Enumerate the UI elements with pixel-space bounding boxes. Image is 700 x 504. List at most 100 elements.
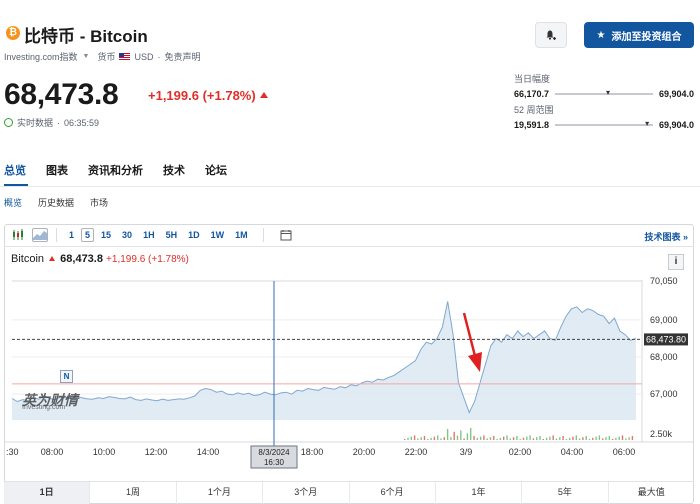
area-chart-icon[interactable] (32, 228, 48, 242)
volume-bar (470, 428, 472, 440)
calendar-icon[interactable] (278, 228, 294, 242)
x-tick-label: 22:00 (405, 447, 428, 457)
volume-bar (562, 436, 564, 440)
chart-change: +1,199.6 (+1.78%) (106, 254, 189, 265)
volume-bar (585, 436, 587, 440)
tab-overview[interactable]: 总览 (4, 165, 26, 177)
volume-bar (519, 439, 521, 440)
tab-forum[interactable]: 论坛 (205, 165, 227, 177)
crosshair-date-box (250, 445, 298, 469)
price-change: +1,199.6 (+1.78%) (148, 88, 268, 103)
interval-30[interactable]: 30 (122, 230, 133, 240)
chart-instrument-name: Bitcoin (11, 253, 45, 265)
y-tick-label: 68,000 (650, 352, 678, 362)
chevron-down-icon[interactable]: ▼ (82, 53, 90, 60)
week52-range-bar: ▾ (555, 119, 653, 128)
range-marker-icon: ▾ (645, 119, 650, 128)
period-1w[interactable]: 1周 (90, 482, 177, 504)
period-1y[interactable]: 1年 (436, 482, 523, 504)
up-arrow-icon (49, 256, 56, 261)
chart-price: 68,473.8 (60, 253, 103, 265)
range-marker-icon: ▾ (605, 88, 610, 97)
volume-bar (575, 435, 577, 440)
interval-1h[interactable]: 1H (143, 230, 155, 240)
active-tab-indicator (4, 184, 28, 186)
volume-bar (456, 435, 459, 440)
interval-1[interactable]: 1 (69, 230, 75, 240)
tab-technical[interactable]: 技术 (163, 165, 185, 177)
price-line (11, 301, 637, 414)
news-marker[interactable]: N (60, 370, 73, 383)
tab-news[interactable]: 资讯和分析 (88, 165, 143, 177)
interval-1d[interactable]: 1D (188, 230, 200, 240)
volume-bar (526, 436, 528, 440)
currency-label: 货币 (97, 52, 116, 62)
star-icon: ★ (596, 29, 606, 41)
volume-bar (549, 436, 551, 440)
annotation-arrow-head (468, 352, 482, 372)
period-max[interactable]: 最大值 (637, 487, 665, 497)
price-area-fill (12, 301, 636, 420)
x-tick-label: 14:00 (197, 447, 220, 457)
subtab-market[interactable]: 市场 (90, 198, 109, 208)
volume-bar (555, 438, 558, 440)
period-1m[interactable]: 1个月 (177, 482, 264, 504)
realtime-label: 实时数据 (17, 118, 54, 128)
technical-chart-link[interactable]: 技术图表 » (644, 232, 688, 242)
volume-bar (423, 436, 426, 440)
volume-bar (582, 437, 584, 440)
instrument-meta: Investing.com指数 ▼ 货币 USD · 免责声明 (4, 50, 201, 63)
info-icon[interactable]: i (668, 254, 684, 270)
volume-bar (592, 437, 594, 440)
volume-bar (427, 439, 429, 440)
tab-divider (0, 186, 700, 187)
volume-bar (420, 437, 422, 440)
main-tabs: 总览 图表 资讯和分析 技术 论坛 (4, 162, 227, 178)
volume-bar (404, 439, 406, 440)
volume-bar (578, 438, 581, 440)
tab-chart[interactable]: 图表 (46, 165, 68, 177)
volume-bar (625, 438, 627, 440)
interval-5[interactable]: 5 (81, 228, 95, 242)
interval-1w[interactable]: 1W (210, 230, 225, 240)
period-6m[interactable]: 6个月 (350, 482, 436, 504)
volume-bar (463, 438, 465, 440)
period-3m[interactable]: 3个月 (263, 482, 350, 504)
period-1d[interactable]: 1日 (4, 482, 91, 504)
source-label[interactable]: Investing.com指数 (4, 52, 78, 62)
volume-bar (595, 436, 597, 440)
volume-bar (608, 436, 610, 440)
realtime-status: 实时数据 · 06:35:59 (4, 116, 99, 129)
volume-bar (621, 435, 624, 440)
subtab-summary[interactable]: 概览 (4, 198, 23, 208)
bitcoin-icon: ₿ (6, 26, 20, 40)
volume-bar (631, 436, 634, 440)
volume-bar (529, 435, 531, 440)
toolbar-separator (56, 228, 57, 242)
us-flag-icon (119, 52, 131, 61)
up-arrow-icon (259, 92, 268, 98)
toolbar-separator (262, 228, 264, 242)
alert-button[interactable] (535, 22, 567, 48)
last-price: 68,473.8 (4, 78, 119, 111)
disclaimer-link[interactable]: 免责声明 (164, 52, 201, 62)
volume-bar (542, 439, 544, 440)
day-range-bar: ▾ (555, 88, 653, 97)
subtab-history[interactable]: 历史数据 (38, 198, 75, 208)
interval-5h[interactable]: 5H (165, 230, 178, 240)
candlestick-icon[interactable] (10, 228, 26, 242)
volume-bar (569, 437, 571, 440)
volume-bar (605, 437, 607, 440)
volume-bar (509, 438, 511, 440)
interval-1m[interactable]: 1M (235, 230, 248, 240)
x-tick-label: 08:00 (41, 447, 64, 457)
add-to-portfolio-button[interactable]: ★ 添加至投资组合 (584, 22, 694, 48)
volume-bar (572, 436, 574, 440)
period-5y[interactable]: 5年 (522, 482, 609, 504)
volume-bar (602, 438, 604, 440)
volume-bar (450, 437, 452, 440)
interval-15[interactable]: 15 (101, 230, 112, 240)
volume-bar (615, 437, 617, 440)
week52-range-label: 52 周范围 (514, 105, 554, 115)
